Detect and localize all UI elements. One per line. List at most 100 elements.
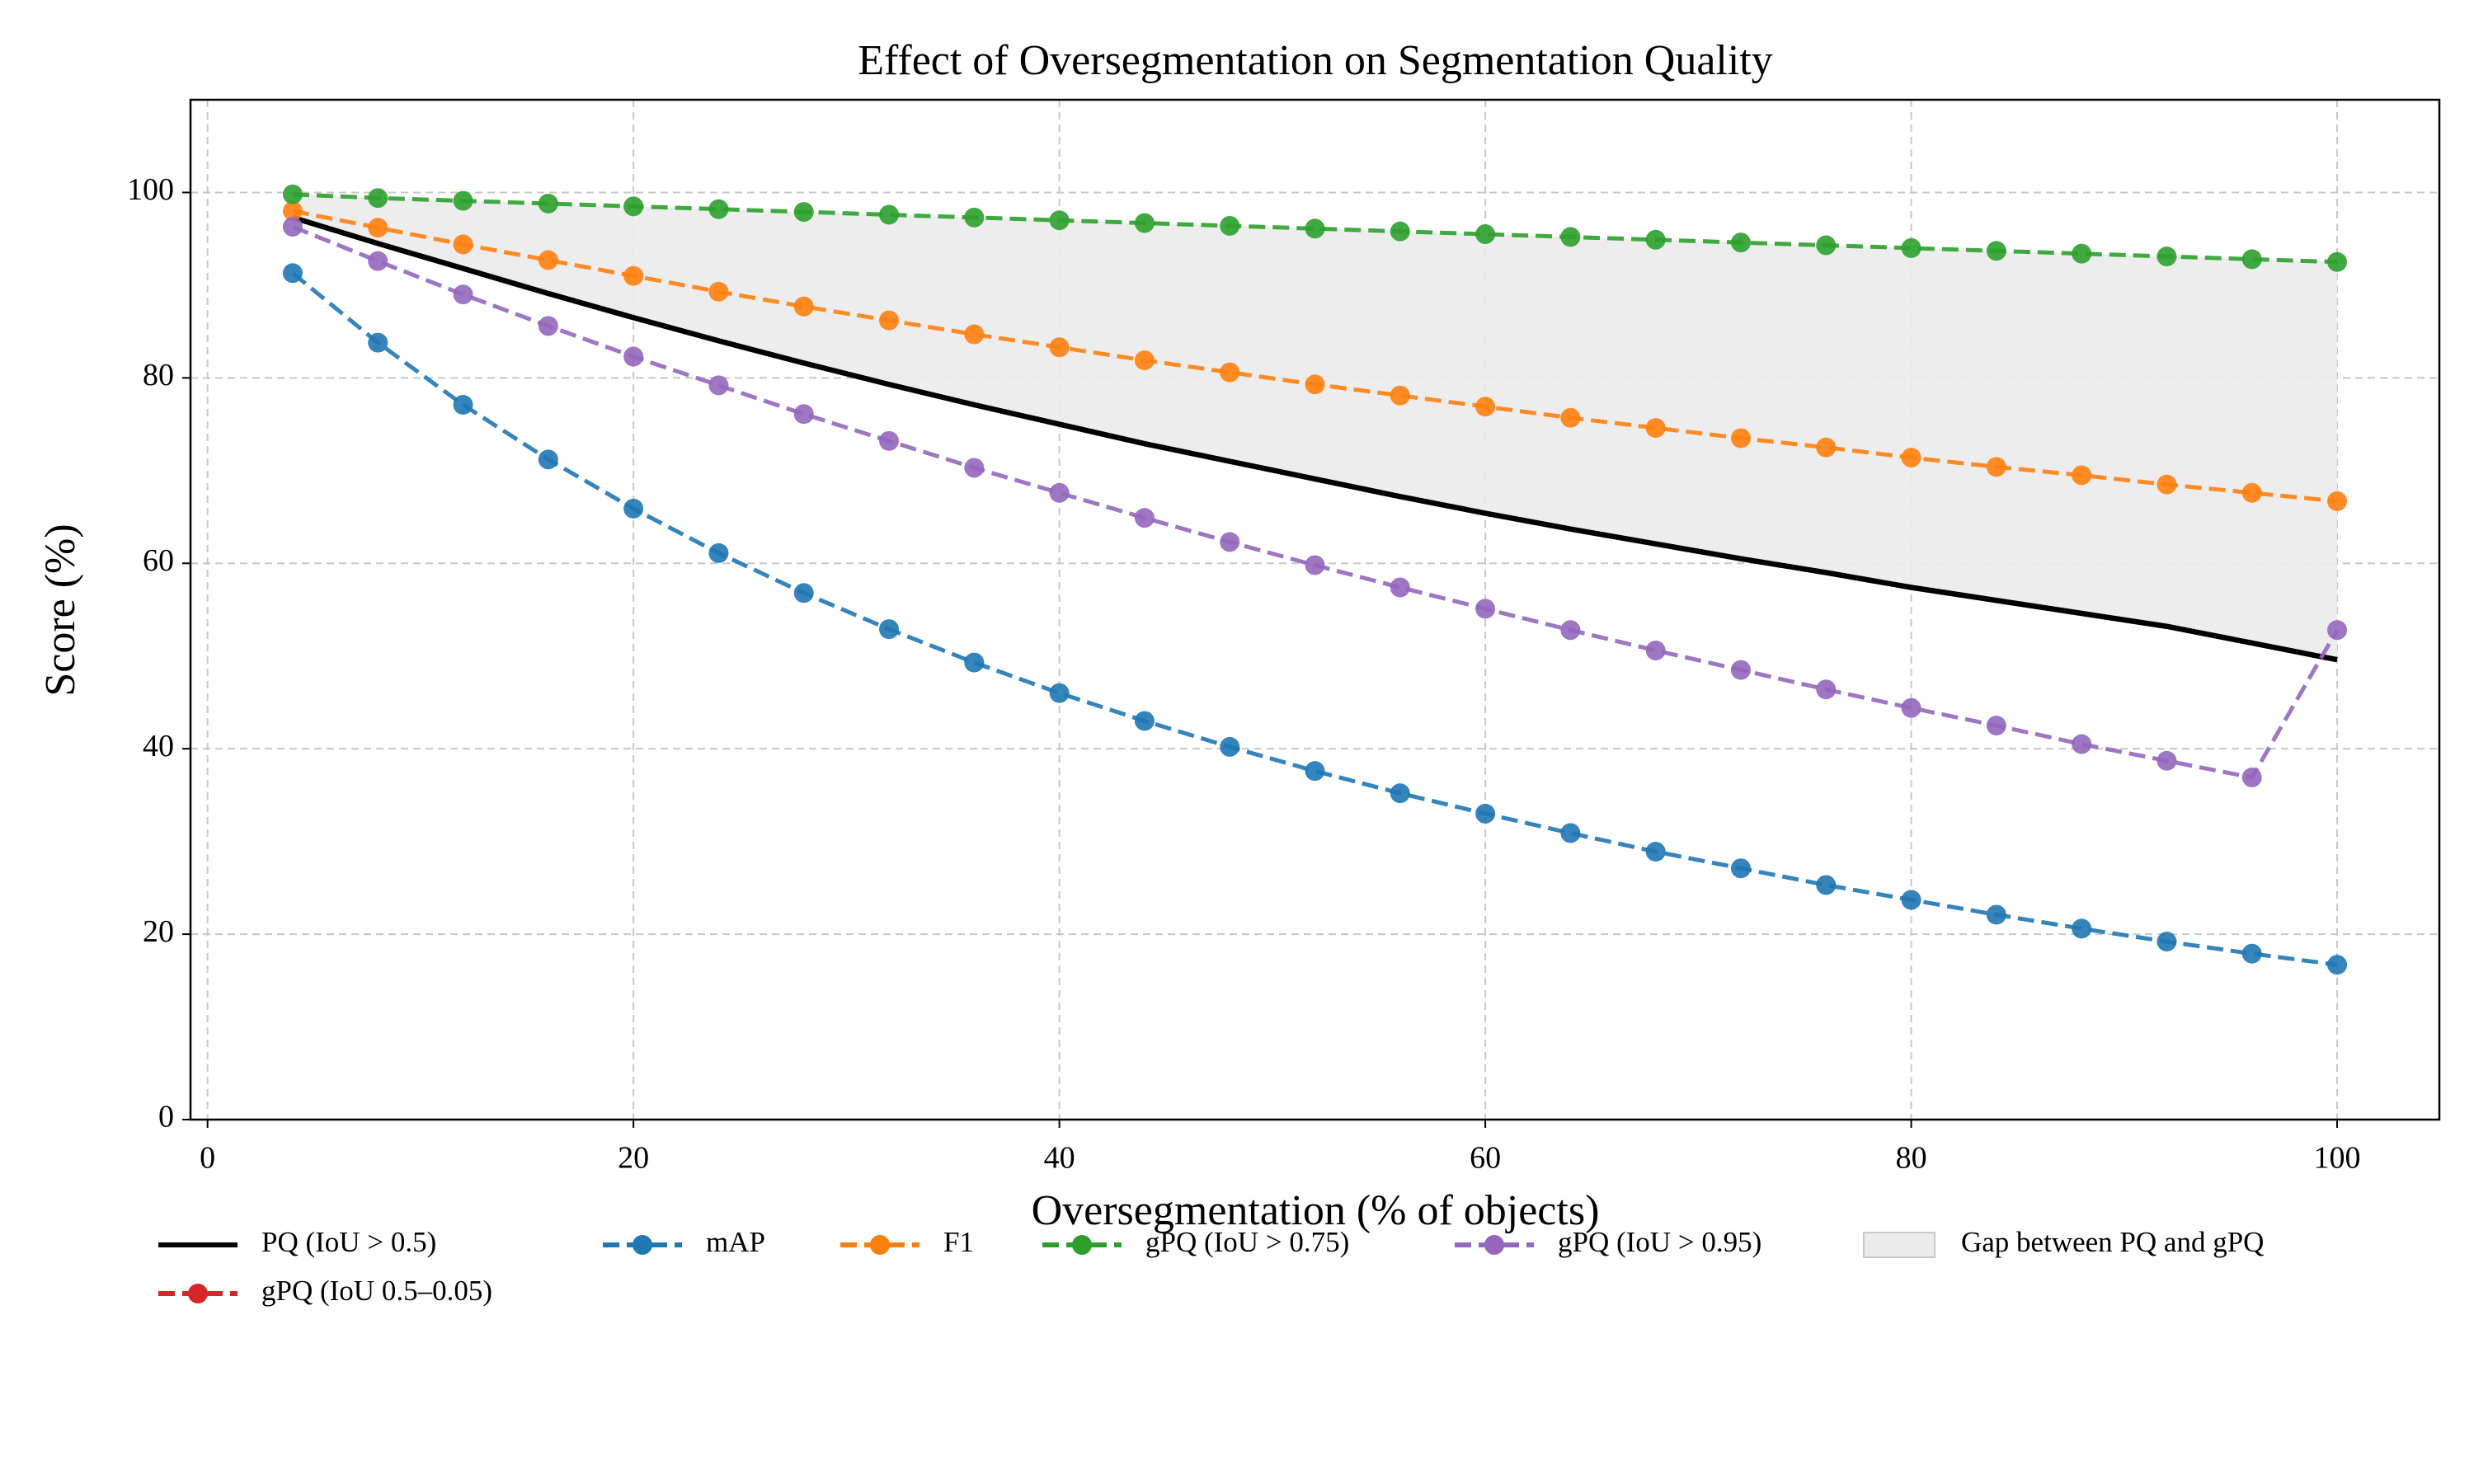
series-marker: [1901, 237, 1921, 258]
series-line: [292, 214, 2338, 663]
series-marker: [282, 217, 303, 237]
series-marker: [2327, 491, 2348, 511]
series-marker: [538, 316, 558, 336]
series-marker: [1645, 842, 1666, 862]
series-marker: [1220, 736, 1240, 757]
series-marker: [1816, 235, 1837, 256]
series-marker: [368, 188, 388, 209]
series-marker: [1134, 213, 1155, 233]
series-marker: [964, 207, 985, 228]
series-marker: [1390, 221, 1410, 242]
series-marker: [1901, 697, 1921, 718]
series-marker: [453, 284, 473, 305]
series-marker: [538, 250, 558, 270]
series-marker: [2327, 251, 2348, 272]
series-marker: [623, 346, 644, 367]
series-marker: [1986, 716, 2006, 736]
legend-marker: [188, 1284, 208, 1303]
legend-swatch: [1863, 1232, 1935, 1258]
series-marker: [2072, 243, 2092, 264]
series-marker: [1645, 418, 1666, 439]
series-marker: [282, 184, 303, 204]
x-tick-label: 80: [1896, 1141, 1927, 1176]
series-marker: [2157, 247, 2177, 267]
series-marker: [368, 332, 388, 353]
series-marker: [1305, 555, 1325, 575]
series-marker: [1390, 783, 1410, 804]
series-marker: [623, 498, 644, 519]
series-marker: [1305, 218, 1325, 239]
y-tick-label: 20: [143, 914, 174, 949]
legend-marker: [1072, 1235, 1092, 1255]
legend-marker: [1484, 1235, 1504, 1255]
legend-label: F1: [943, 1226, 974, 1258]
series-marker: [1049, 482, 1070, 503]
series-marker: [368, 218, 388, 238]
series-marker: [964, 458, 985, 478]
legend-label: gPQ (IoU 0.5–0.05): [261, 1275, 492, 1307]
series-marker: [623, 196, 644, 217]
series-marker: [1134, 711, 1155, 731]
series-marker: [1730, 858, 1751, 879]
series-marker: [453, 394, 473, 415]
series-marker: [1475, 599, 1496, 619]
series-marker: [879, 310, 900, 331]
series-marker: [879, 204, 900, 225]
series-marker: [879, 430, 900, 451]
series-marker: [2241, 768, 2262, 788]
series-marker: [1645, 229, 1666, 250]
series-marker: [1816, 875, 1837, 895]
series-marker: [793, 202, 814, 223]
y-tick-label: 80: [143, 358, 174, 392]
series-marker: [2327, 955, 2348, 975]
series-marker: [964, 652, 985, 673]
series-marker: [1475, 224, 1496, 245]
series-marker: [1730, 232, 1751, 253]
x-axis-label: Oversegmentation (% of objects): [1032, 1187, 1600, 1234]
series-marker: [2072, 465, 2092, 486]
y-axis-label: Score (%): [37, 524, 84, 696]
x-tick-label: 40: [1044, 1141, 1075, 1176]
plot-frame: [189, 98, 2441, 1121]
series-marker: [1475, 803, 1496, 824]
series-marker: [708, 542, 729, 563]
y-tick-label: 100: [127, 172, 174, 207]
series-marker: [538, 193, 558, 214]
chart-title: Effect of Oversegmentation on Segmentati…: [858, 37, 1773, 84]
series-marker: [1390, 385, 1410, 406]
series-marker: [282, 263, 303, 284]
x-tick-label: 60: [1470, 1141, 1501, 1176]
series-marker: [1305, 761, 1325, 782]
series-marker: [793, 404, 814, 425]
series-marker: [1986, 904, 2006, 925]
series-marker: [453, 190, 473, 211]
series-marker: [2072, 734, 2092, 754]
series-marker: [793, 583, 814, 603]
series-marker: [879, 619, 900, 640]
series-marker: [1901, 448, 1921, 468]
legend-label: Gap between PQ and gPQ: [1961, 1226, 2264, 1258]
series-marker: [623, 265, 644, 286]
series-marker: [2157, 932, 2177, 952]
series-marker: [1560, 620, 1581, 641]
series-marker: [1560, 823, 1581, 843]
series-marker: [1560, 227, 1581, 247]
series-marker: [1390, 577, 1410, 598]
legend-label: gPQ (IoU > 0.75): [1145, 1226, 1349, 1258]
series-marker: [1816, 679, 1837, 700]
legend-label: gPQ (IoU > 0.95): [1558, 1226, 1761, 1258]
series-marker: [368, 251, 388, 271]
series-marker: [282, 200, 303, 221]
legend-label: mAP: [706, 1226, 765, 1258]
series-marker: [2241, 482, 2262, 503]
series-marker: [1901, 890, 1921, 910]
legend-marker: [870, 1235, 890, 1255]
series-marker: [1049, 683, 1070, 703]
series-marker: [708, 199, 729, 219]
y-tick-label: 0: [158, 1100, 174, 1134]
series-marker: [538, 449, 558, 470]
series-marker: [2241, 943, 2262, 964]
series-marker: [964, 324, 985, 345]
series-marker: [1134, 350, 1155, 370]
